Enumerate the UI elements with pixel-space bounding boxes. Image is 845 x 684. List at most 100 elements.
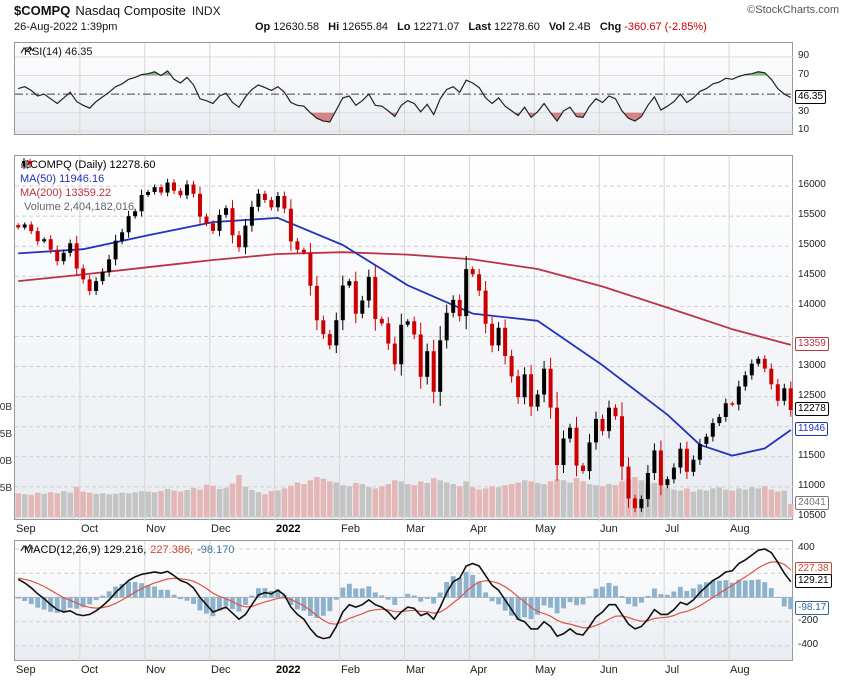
volume-axis: 0B 5B 0B 5B xyxy=(0,0,13,684)
axis-tick-label: 10 xyxy=(798,124,810,135)
axis-tick-label: 70 xyxy=(798,69,810,80)
month-label: Aug xyxy=(730,664,750,676)
stat-value: -360.67 (-2.85%) xyxy=(624,21,707,33)
ma200-legend-text: MA(200) 13359.22 xyxy=(20,187,112,199)
macd-legend-text: MACD(12,26,9) 129.216, xyxy=(24,544,147,556)
volume-axis-label: 0B xyxy=(0,402,12,413)
stat-label: Chg xyxy=(599,21,622,33)
stat-value: 12271.07 xyxy=(413,21,460,33)
month-label: Dec xyxy=(211,523,231,535)
rsi-legend: RSI(14) 46.35 xyxy=(20,45,92,59)
ma50-line xyxy=(18,217,792,457)
chart-header: $COMPQ Nasdaq Composite INDX ©StockCharts.… xyxy=(0,0,845,40)
axis-value-box: -98.17 xyxy=(795,601,830,615)
axis-value-box: 46.35 xyxy=(795,90,827,104)
stockcharts-brand-link[interactable]: ©StockCharts.com xyxy=(747,4,839,16)
stat-value: 2.4B xyxy=(568,21,591,33)
index-name: Nasdaq Composite xyxy=(75,3,186,18)
axis-tick-label: 14000 xyxy=(798,299,826,310)
axis-tick-label: -200 xyxy=(798,615,819,626)
month-label: Dec xyxy=(211,664,231,676)
volume-axis-label: 5B xyxy=(0,429,12,440)
ma50-legend-text: MA(50) 11946.16 xyxy=(20,173,105,185)
month-label: May xyxy=(535,523,556,535)
rsi-legend-text: RSI(14) 46.35 xyxy=(24,46,93,58)
stat-value: 12278.60 xyxy=(494,21,540,33)
stat-label: Last xyxy=(468,21,492,33)
volume-legend-text: Volume 2,404,182,016 xyxy=(24,201,135,213)
price-legend: $COMPQ (Daily) 12278.60 MA(50) 11946.16 … xyxy=(20,158,155,214)
stat-label: Op xyxy=(255,21,271,33)
month-label: Sep xyxy=(16,664,36,676)
axis-value-box: 13359 xyxy=(795,337,829,351)
month-label: Oct xyxy=(81,664,99,676)
stat-label: Vol xyxy=(548,21,566,33)
volume-axis-label: 5B xyxy=(0,483,12,494)
macd-signal-line xyxy=(18,561,792,629)
axis-value-box: 11946 xyxy=(795,422,829,436)
axis-tick-label: 15500 xyxy=(798,209,826,220)
axis-tick-label: 16000 xyxy=(798,179,826,190)
month-label: 2022 xyxy=(276,523,301,535)
month-label: Mar xyxy=(406,664,425,676)
month-label: May xyxy=(535,664,556,676)
month-label: Feb xyxy=(341,523,360,535)
month-label: Jun xyxy=(600,523,618,535)
month-label: Sep xyxy=(16,523,36,535)
rsi-panel: RSI(14) 46.35 xyxy=(14,42,794,136)
month-label: Jul xyxy=(665,523,680,535)
macd-signal-legend-text: 227.386, xyxy=(150,544,194,556)
symbol-text: $COMPQ xyxy=(14,3,71,18)
month-label: Jul xyxy=(665,664,680,676)
stat-label: Lo xyxy=(397,21,411,33)
month-label: Mar xyxy=(406,523,425,535)
volume-bars xyxy=(15,474,794,518)
x-axis-months-top: Sep Oct Nov Dec 2022 Feb Mar Apr May Jun Jul Aug xyxy=(14,523,793,539)
ohlc-stats: Op 12630.58 Hi 12655.84 Lo 12271.07 Last 12278.… xyxy=(255,21,716,33)
axis-tick-label: 90 xyxy=(798,50,810,61)
axis-value-box: 12278 xyxy=(795,402,829,416)
candles xyxy=(16,178,793,512)
ma200-line xyxy=(18,251,792,346)
month-label: Apr xyxy=(470,523,488,535)
axis-tick-label: 30 xyxy=(798,106,810,117)
title-row: $COMPQ Nasdaq Composite INDX xyxy=(14,3,221,18)
macd-line xyxy=(17,548,792,640)
stat-label: Hi xyxy=(328,21,340,33)
x-axis-months-bottom: Sep Oct Nov Dec 2022 Feb Mar Apr May Jun Jul Aug xyxy=(14,664,793,680)
datetime-text: 26-Aug-2022 1:39pm xyxy=(14,21,118,33)
axis-tick-label: -400 xyxy=(798,639,819,650)
macd-legend: MACD(12,26,9) 129.216, 227.386, -98.170 xyxy=(20,543,234,557)
exchange-label: INDX xyxy=(191,4,221,18)
axis-tick-label: 14500 xyxy=(798,269,826,280)
month-label: Feb xyxy=(341,664,360,676)
macd-chart xyxy=(15,541,794,662)
axis-tick-label: 10500 xyxy=(798,510,826,521)
month-label: Nov xyxy=(146,523,166,535)
axis-tick-label: 13000 xyxy=(798,360,826,371)
axis-tick-label: 11500 xyxy=(798,450,826,461)
rsi-line xyxy=(18,70,792,123)
price-chart xyxy=(15,156,794,521)
stat-value: 12630.58 xyxy=(273,21,320,33)
rsi-chart xyxy=(15,43,794,136)
volume-axis-label: 0B xyxy=(0,456,12,467)
price-legend-text: $COMPQ (Daily) 12278.60 xyxy=(24,159,156,171)
month-label: Aug xyxy=(730,523,750,535)
axis-value-box: 24041 xyxy=(795,496,829,510)
axis-tick-label: 15000 xyxy=(798,239,826,250)
axis-tick-label: 12500 xyxy=(798,390,826,401)
right-axis: 90 70 30 10 46.35 16000 15500 15000 14500 14000 13… xyxy=(795,0,845,684)
price-panel: $COMPQ (Daily) 12278.60 MA(50) 11946.16 … xyxy=(14,155,794,521)
month-label: Apr xyxy=(470,664,488,676)
month-label: Nov xyxy=(146,664,166,676)
macd-panel: MACD(12,26,9) 129.216, 227.386, -98.170 xyxy=(14,540,794,662)
month-label: Jun xyxy=(600,664,618,676)
axis-tick-label: 11000 xyxy=(798,480,826,491)
month-label: Oct xyxy=(81,523,99,535)
macd-hist-legend-text: -98.170 xyxy=(197,544,235,556)
stat-value: 12655.84 xyxy=(342,21,389,33)
axis-tick-label: 400 xyxy=(798,542,815,553)
axis-value-box: 129.21 xyxy=(795,574,832,588)
month-label: 2022 xyxy=(276,664,301,676)
